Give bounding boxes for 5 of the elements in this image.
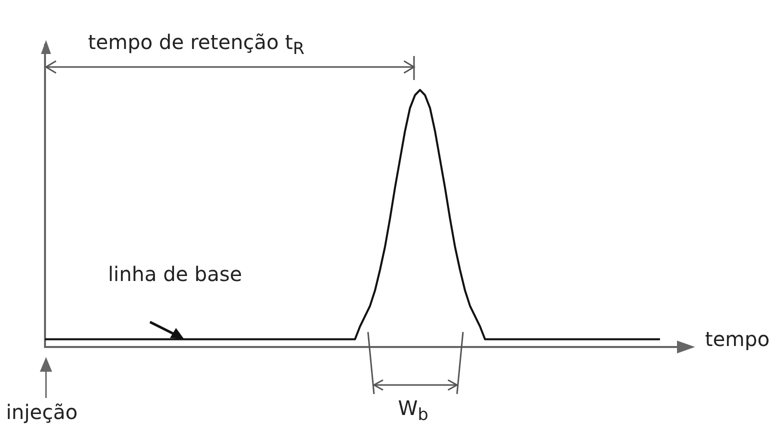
text: W$_{b}$ [398,396,428,424]
text: injeção [6,400,78,424]
x-axis-title: tempo [705,327,770,352]
annotation: linha de base [108,262,242,286]
text: tempo de retenção t$_{R}$ [88,30,304,58]
